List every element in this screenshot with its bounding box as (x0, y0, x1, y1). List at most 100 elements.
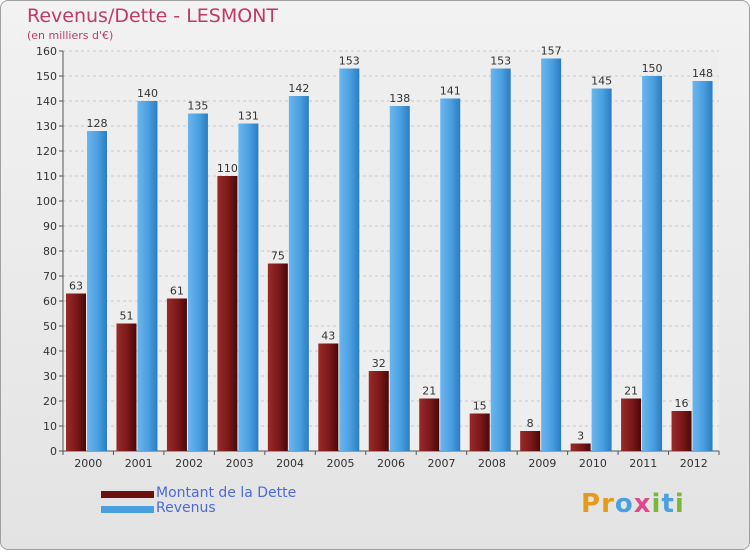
data-label-dette: 75 (271, 250, 285, 263)
data-label-dette: 63 (69, 280, 83, 293)
bar-revenus (288, 96, 309, 451)
data-label-dette: 8 (527, 417, 534, 430)
x-tick-label: 2008 (478, 457, 506, 470)
x-tick-label: 2003 (226, 457, 254, 470)
bar-dette (520, 431, 541, 451)
data-label-dette: 21 (422, 385, 436, 398)
bar-dette (217, 176, 238, 451)
bar-dette (116, 323, 137, 451)
y-tick-label: 40 (43, 345, 57, 358)
y-tick-label: 90 (43, 220, 57, 233)
legend-label-revenus: Revenus (156, 500, 216, 516)
y-tick-label: 10 (43, 420, 57, 433)
axis-layer: 0 10 20 30 40 50 60 70 80 90 100 110 120 130 140 150 160… (36, 45, 720, 470)
bar-dette (267, 263, 288, 451)
data-label-revenus: 141 (440, 85, 461, 98)
x-tick-label: 2012 (680, 457, 708, 470)
data-label-dette: 21 (624, 385, 638, 398)
x-tick-label: 2000 (74, 457, 102, 470)
bar-revenus (187, 113, 208, 451)
logo-letter: t (661, 489, 675, 519)
x-tick-label: 2006 (377, 457, 405, 470)
bars-layer (66, 58, 713, 451)
logo-letter: i (674, 489, 685, 519)
data-label-revenus: 150 (642, 62, 663, 75)
bar-revenus (87, 131, 107, 451)
bar-revenus (440, 98, 461, 451)
y-tick-label: 20 (43, 395, 57, 408)
legend-swatch-dette (101, 491, 154, 498)
x-tick-label: 2002 (175, 457, 203, 470)
y-tick-label: 60 (43, 295, 57, 308)
x-tick-label: 2001 (125, 457, 153, 470)
bar-revenus (642, 76, 663, 451)
bar-revenus (591, 88, 612, 451)
logo-letter: P (581, 489, 602, 519)
data-label-revenus: 138 (389, 92, 410, 105)
y-tick-label: 150 (36, 70, 57, 83)
data-label-revenus: 128 (87, 117, 108, 130)
data-label-revenus: 148 (692, 67, 713, 80)
proxiti-logo: Proxiti (581, 489, 685, 519)
y-tick-label: 110 (36, 170, 57, 183)
bar-dette (671, 411, 692, 451)
y-tick-label: 120 (36, 145, 57, 158)
bar-dette (419, 398, 440, 451)
bar-dette (318, 343, 339, 451)
bar-revenus (692, 81, 713, 451)
bar-dette (621, 398, 642, 451)
data-label-dette: 15 (473, 400, 487, 413)
logo-letter: x (633, 489, 652, 519)
data-label-revenus: 153 (339, 55, 360, 68)
y-tick-label: 130 (36, 120, 57, 133)
data-label-revenus: 131 (238, 110, 259, 123)
chart-title: Revenus/Dette - LESMONT (27, 5, 279, 27)
x-tick-label: 2004 (276, 457, 304, 470)
bar-revenus (137, 101, 158, 451)
bar-dette (368, 371, 389, 451)
data-label-dette: 51 (119, 310, 133, 323)
legend-label-dette: Montant de la Dette (156, 485, 297, 501)
data-label-dette: 110 (217, 162, 238, 175)
data-label-revenus: 153 (490, 55, 511, 68)
data-label-dette: 61 (170, 285, 184, 298)
data-label-revenus: 135 (187, 100, 208, 113)
logo-letter: r (601, 489, 615, 519)
data-label-dette: 16 (675, 397, 689, 410)
bar-revenus (541, 58, 562, 451)
data-label-dette: 32 (372, 357, 386, 370)
logo-letter: o (614, 489, 634, 519)
y-tick-label: 50 (43, 320, 57, 333)
x-tick-label: 2011 (629, 457, 657, 470)
legend-swatch-revenus (101, 506, 154, 513)
bar-revenus (339, 68, 360, 451)
bar-revenus (490, 68, 511, 451)
data-label-revenus: 145 (591, 75, 612, 88)
data-label-revenus: 142 (288, 82, 309, 95)
bar-dette (166, 298, 187, 451)
x-tick-label: 2010 (579, 457, 607, 470)
y-tick-label: 30 (43, 370, 57, 383)
bar-dette (570, 443, 591, 451)
y-tick-label: 100 (36, 195, 57, 208)
bar-revenus (389, 106, 410, 451)
chart-subtitle: (en milliers d'€) (27, 29, 114, 42)
y-tick-label: 140 (36, 95, 57, 108)
data-label-dette: 43 (321, 330, 335, 343)
y-tick-label: 0 (50, 445, 57, 458)
logo-letter: i (651, 489, 662, 519)
data-label-dette: 3 (577, 430, 584, 443)
data-label-revenus: 157 (541, 45, 562, 58)
x-tick-label: 2007 (427, 457, 455, 470)
labels-layer: 6312851140611351101317514243153321382114… (69, 45, 713, 443)
y-tick-label: 160 (36, 45, 57, 58)
bar-dette (469, 413, 490, 451)
data-label-revenus: 140 (137, 87, 158, 100)
x-tick-label: 2005 (327, 457, 355, 470)
bar-dette (66, 293, 86, 451)
y-tick-label: 80 (43, 245, 57, 258)
y-tick-label: 70 (43, 270, 57, 283)
bar-revenus (238, 123, 259, 451)
